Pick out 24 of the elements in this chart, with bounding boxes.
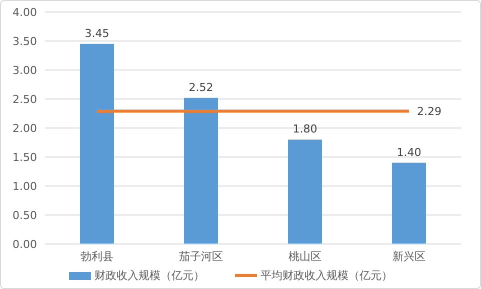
bar <box>288 140 322 244</box>
legend-label: 财政收入规模（亿元） <box>94 268 204 283</box>
y-tick-label: 2.00 <box>12 122 37 135</box>
y-tick-label: 0.50 <box>12 208 37 222</box>
y-tick-label: 1.00 <box>12 180 37 193</box>
legend-label: 平均财政收入规模（亿元） <box>260 268 392 283</box>
y-tick-label: 3.00 <box>12 64 37 77</box>
data-label: 3.45 <box>84 26 110 40</box>
data-label: 2.29 <box>417 105 442 118</box>
bar <box>80 44 114 244</box>
x-tick-label: 桃山区 <box>288 250 322 263</box>
data-label: 2.52 <box>188 80 214 94</box>
x-tick-label: 勃利县 <box>80 250 114 263</box>
bar <box>184 98 218 244</box>
bar <box>392 162 426 244</box>
data-label: 1.40 <box>396 146 422 159</box>
x-tick-label: 新兴区 <box>392 250 426 263</box>
y-tick-label: 3.50 <box>12 34 37 48</box>
data-label: 1.80 <box>292 122 318 136</box>
y-tick-label: 1.50 <box>12 150 37 164</box>
y-tick-label: 4.00 <box>12 6 37 19</box>
y-tick-label: 2.50 <box>12 92 37 106</box>
y-tick-label: 0.00 <box>12 238 37 251</box>
x-tick-label: 茄子河区 <box>179 250 223 263</box>
